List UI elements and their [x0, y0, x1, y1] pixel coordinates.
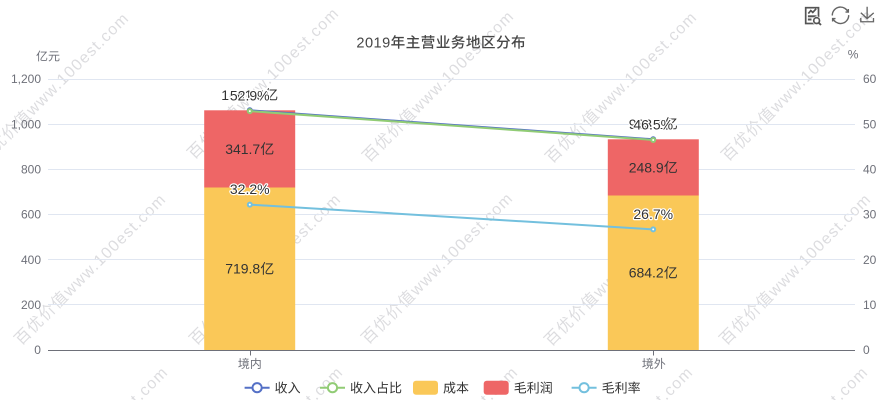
svg-text:600: 600 [21, 208, 41, 222]
svg-text:10: 10 [863, 298, 877, 312]
svg-text:1,000: 1,000 [11, 117, 41, 131]
svg-text:0: 0 [863, 343, 870, 357]
svg-text:1061.5: 1061.5 [221, 87, 264, 103]
svg-text:46.5%: 46.5% [633, 117, 673, 133]
svg-text:30: 30 [863, 208, 877, 222]
svg-text:933.1: 933.1 [629, 116, 664, 132]
svg-text:52.9%: 52.9% [230, 88, 270, 104]
svg-text:20: 20 [863, 253, 877, 267]
svg-text:248.9: 248.9 [629, 159, 664, 175]
svg-text:50: 50 [863, 117, 877, 131]
svg-text:1,200: 1,200 [11, 72, 41, 86]
svg-text:26.7%: 26.7% [633, 206, 673, 222]
svg-text:2019: 2019 [356, 36, 390, 52]
svg-text:200: 200 [21, 298, 41, 312]
svg-text:%: % [848, 48, 859, 62]
svg-text:400: 400 [21, 253, 41, 267]
svg-text:719.8: 719.8 [225, 261, 260, 277]
svg-text:800: 800 [21, 163, 41, 177]
svg-text:32.2%: 32.2% [230, 181, 270, 197]
svg-text:341.7: 341.7 [225, 141, 260, 157]
svg-text:60: 60 [863, 72, 877, 86]
svg-text:684.2: 684.2 [629, 265, 664, 281]
svg-text:40: 40 [863, 163, 877, 177]
svg-text:0: 0 [34, 343, 41, 357]
